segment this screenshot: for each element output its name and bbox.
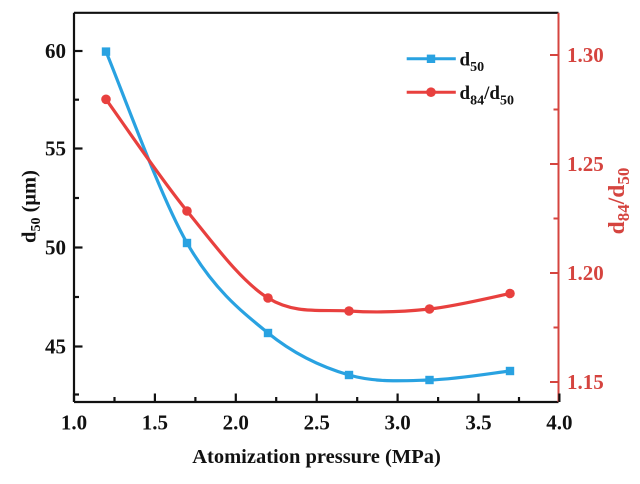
svg-text:50: 50 bbox=[45, 236, 66, 260]
svg-text:1.20: 1.20 bbox=[567, 261, 604, 285]
svg-text:60: 60 bbox=[45, 39, 66, 63]
svg-text:4.0: 4.0 bbox=[546, 411, 572, 435]
svg-text:1.25: 1.25 bbox=[567, 152, 604, 176]
svg-text:1.15: 1.15 bbox=[567, 370, 604, 394]
svg-text:2.5: 2.5 bbox=[304, 411, 330, 435]
svg-text:3.5: 3.5 bbox=[465, 411, 491, 435]
svg-text:1.0: 1.0 bbox=[61, 411, 87, 435]
svg-text:1.30: 1.30 bbox=[567, 43, 604, 67]
svg-text:3.0: 3.0 bbox=[384, 411, 410, 435]
svg-text:45: 45 bbox=[45, 335, 66, 359]
svg-text:d50 (μm): d50 (μm) bbox=[19, 170, 45, 243]
svg-text:1.5: 1.5 bbox=[142, 411, 168, 435]
svg-text:55: 55 bbox=[45, 137, 66, 161]
svg-text:2.0: 2.0 bbox=[223, 411, 249, 435]
svg-text:Atomization pressure (MPa): Atomization pressure (MPa) bbox=[192, 446, 441, 468]
